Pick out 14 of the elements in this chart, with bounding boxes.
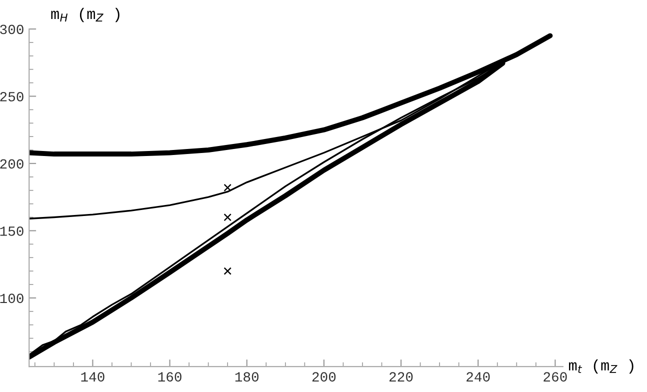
x-tick-label: 220 (389, 372, 413, 382)
y-axis-title: m$_{H}$ (m$_{Z}$ ) (51, 8, 120, 22)
y-tick-label: 300 (0, 24, 24, 34)
x-tick-label: 140 (81, 372, 104, 382)
y-tick-label: 150 (0, 226, 24, 236)
x-axis-title: m$_{t}$ (m$_{Z}$ ) (568, 359, 634, 374)
y-tick-label: 100 (0, 294, 24, 304)
x-tick-label: 240 (466, 372, 490, 382)
y-tick-label: 200 (0, 159, 24, 169)
y-tick-label: 250 (0, 92, 24, 102)
x-tick-label: 160 (158, 372, 182, 382)
x-tick-label: 260 (544, 372, 567, 382)
x-tick-label: 200 (312, 372, 336, 382)
x-tick-label: 180 (235, 372, 259, 382)
